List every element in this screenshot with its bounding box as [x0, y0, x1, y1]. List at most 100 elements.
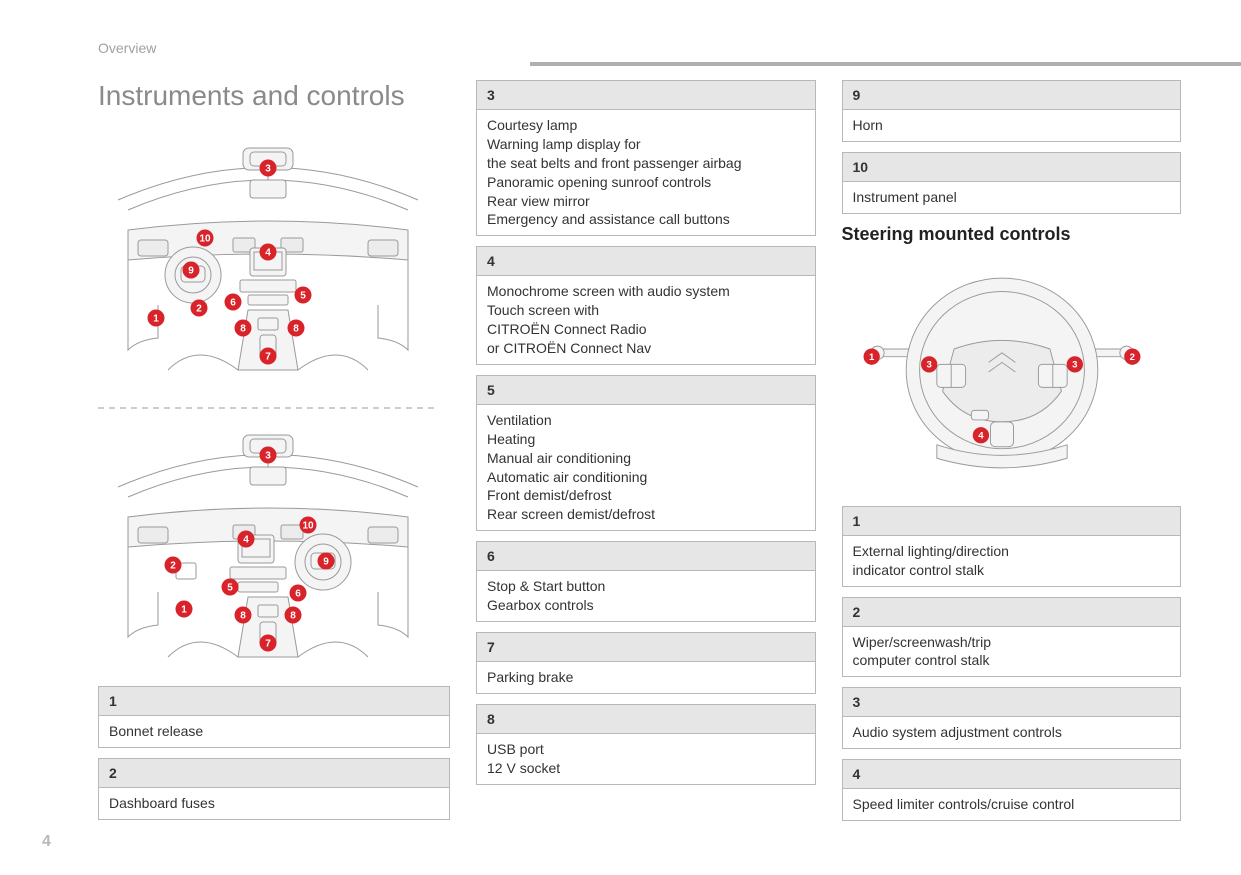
svg-text:6: 6	[230, 298, 236, 309]
svg-text:4: 4	[265, 248, 271, 259]
svg-text:10: 10	[199, 234, 211, 245]
right-column: 9Horn 10Instrument panel Steering mounted…	[842, 80, 1182, 831]
table-number-header: 5	[477, 375, 816, 404]
callout-badge: 5	[222, 579, 239, 596]
svg-text:2: 2	[1129, 352, 1134, 363]
svg-text:10: 10	[302, 521, 314, 532]
callout-badge: 1	[863, 348, 879, 364]
svg-text:3: 3	[265, 451, 271, 462]
table-content-cell: Wiper/screenwash/tripcomputer control st…	[842, 626, 1181, 677]
reference-table: 5VentilationHeatingManual air conditioni…	[476, 375, 816, 531]
left-column: Instruments and controls	[98, 80, 450, 831]
svg-text:2: 2	[196, 304, 202, 315]
table-content-cell: Bonnet release	[99, 716, 450, 748]
callout-badge: 4	[238, 531, 255, 548]
table-content-cell: USB port12 V socket	[477, 733, 816, 784]
callout-badge: 3	[921, 356, 937, 372]
callout-badge: 4	[260, 244, 277, 261]
table-number-header: 3	[477, 81, 816, 110]
svg-text:8: 8	[290, 611, 296, 622]
reference-table: 9Horn	[842, 80, 1182, 142]
table-number-header: 8	[477, 704, 816, 733]
svg-text:3: 3	[1072, 359, 1077, 370]
table-content-cell: Monochrome screen with audio systemTouch…	[477, 276, 816, 365]
main-title: Instruments and controls	[98, 80, 450, 112]
callout-badge: 6	[225, 294, 242, 311]
reference-table: 8USB port12 V socket	[476, 704, 816, 785]
callout-badge: 7	[260, 348, 277, 365]
svg-text:7: 7	[265, 639, 271, 650]
svg-text:8: 8	[293, 324, 299, 335]
callout-badge: 9	[318, 553, 335, 570]
table-content-cell: Speed limiter controls/cruise control	[842, 789, 1181, 821]
table-content-cell: Dashboard fuses	[99, 787, 450, 819]
svg-text:2: 2	[170, 561, 176, 572]
table-content-cell: Instrument panel	[842, 181, 1181, 213]
section-label: Overview	[98, 40, 1181, 56]
reference-table: 4Speed limiter controls/cruise control	[842, 759, 1182, 821]
callout-badge: 6	[290, 585, 307, 602]
svg-text:8: 8	[240, 611, 246, 622]
callout-badge: 8	[235, 320, 252, 337]
table-content-cell: Stop & Start buttonGearbox controls	[477, 571, 816, 622]
middle-column: 3Courtesy lampWarning lamp display forth…	[476, 80, 816, 831]
table-content-cell: Horn	[842, 110, 1181, 142]
table-number-header: 4	[842, 760, 1181, 789]
table-number-header: 2	[842, 597, 1181, 626]
table-number-header: 1	[842, 506, 1181, 535]
svg-text:5: 5	[227, 583, 233, 594]
callout-badge: 10	[197, 230, 214, 247]
steering-subtitle: Steering mounted controls	[842, 224, 1182, 245]
svg-text:1: 1	[153, 314, 159, 325]
table-number-header: 3	[842, 688, 1181, 717]
table-number-header: 1	[99, 687, 450, 716]
table-number-header: 10	[842, 152, 1181, 181]
reference-table: 1Bonnet release	[98, 686, 450, 748]
svg-text:8: 8	[240, 324, 246, 335]
callout-badge: 2	[1124, 348, 1140, 364]
table-content-cell: VentilationHeatingManual air conditionin…	[477, 404, 816, 530]
table-content-cell: Courtesy lampWarning lamp display forthe…	[477, 110, 816, 236]
callout-badge: 5	[295, 287, 312, 304]
diagram-separator	[98, 404, 438, 412]
header-rule	[530, 62, 1241, 66]
reference-table: 3Courtesy lampWarning lamp display forth…	[476, 80, 816, 236]
callout-badge: 8	[235, 607, 252, 624]
svg-text:9: 9	[188, 266, 194, 277]
table-number-header: 9	[842, 81, 1181, 110]
callout-badge: 3	[1066, 356, 1082, 372]
dashboard-diagram-lhd: 3 10 4 9 5 6 2 1 8 8 7	[98, 130, 450, 385]
reference-table: 6Stop & Start buttonGearbox controls	[476, 541, 816, 622]
reference-table: 3Audio system adjustment controls	[842, 687, 1182, 749]
table-number-header: 6	[477, 542, 816, 571]
svg-text:7: 7	[265, 352, 271, 363]
svg-text:4: 4	[243, 535, 249, 546]
callout-badge: 8	[288, 320, 305, 337]
steering-wheel-diagram: 1 2 3 3 4	[842, 257, 1182, 492]
svg-text:1: 1	[869, 352, 875, 363]
table-number-header: 7	[477, 633, 816, 662]
reference-table: 10Instrument panel	[842, 152, 1182, 214]
table-content-cell: External lighting/directionindicator con…	[842, 535, 1181, 586]
reference-table: 2Dashboard fuses	[98, 758, 450, 820]
reference-table: 7Parking brake	[476, 632, 816, 694]
reference-table: 4Monochrome screen with audio systemTouc…	[476, 246, 816, 365]
callout-badge: 7	[260, 635, 277, 652]
svg-text:6: 6	[295, 589, 301, 600]
callout-badge: 2	[165, 557, 182, 574]
dashboard-diagram-rhd: 3 10 4 9 5 6 2 1 8 8 7	[98, 417, 450, 672]
callout-badge: 1	[176, 601, 193, 618]
callout-badge: 3	[260, 447, 277, 464]
table-content-cell: Parking brake	[477, 662, 816, 694]
svg-text:3: 3	[265, 164, 271, 175]
page-number: 4	[42, 833, 51, 851]
callout-badge: 10	[300, 517, 317, 534]
svg-text:4: 4	[978, 430, 984, 441]
callout-badge: 2	[191, 300, 208, 317]
svg-text:5: 5	[300, 291, 306, 302]
svg-text:9: 9	[323, 557, 329, 568]
callout-badge: 8	[285, 607, 302, 624]
svg-text:1: 1	[181, 605, 187, 616]
table-content-cell: Audio system adjustment controls	[842, 717, 1181, 749]
svg-text:3: 3	[926, 359, 931, 370]
